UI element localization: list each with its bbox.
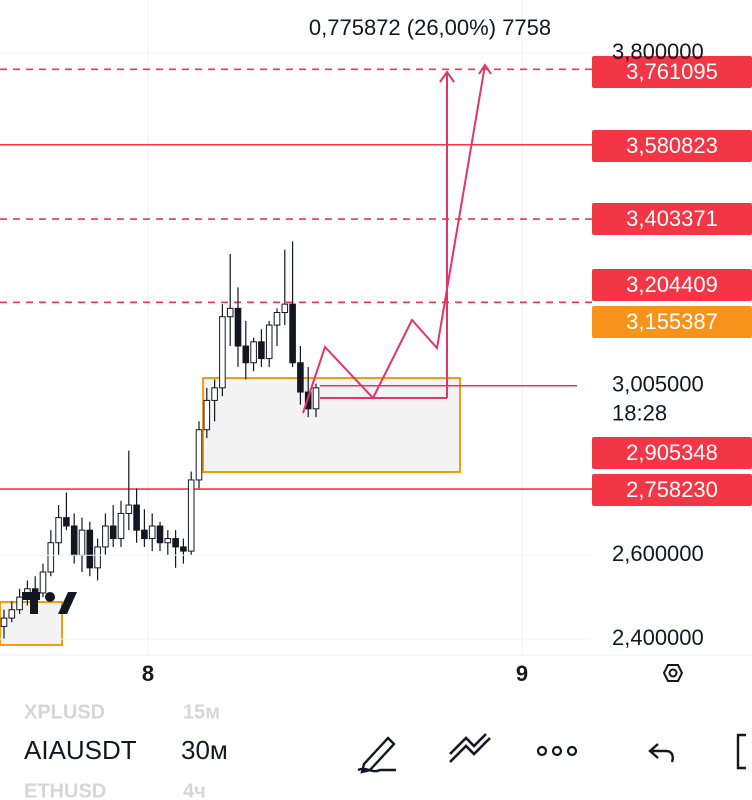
current-price-label: 3,005000 xyxy=(612,372,704,397)
level-label: 3,761095 xyxy=(626,59,718,84)
projection xyxy=(302,63,492,414)
candle-body xyxy=(39,571,47,594)
levels: 3,761095 3,580823 3,403371 3,204409 3,155387… xyxy=(0,56,752,506)
fullscreen-button[interactable] xyxy=(736,733,746,770)
x-tick-label: 8 xyxy=(142,661,154,686)
x-tick-label: 9 xyxy=(516,661,528,686)
undo-button[interactable] xyxy=(648,743,674,763)
settings-icon[interactable] xyxy=(662,664,684,682)
y-tick-label: 3,800000 xyxy=(612,39,704,64)
projection-path xyxy=(302,64,486,414)
level-label-box xyxy=(592,130,752,162)
candle-body xyxy=(16,596,23,611)
level-label: 3,155387 xyxy=(626,309,718,334)
candle-body xyxy=(172,538,179,548)
candles xyxy=(0,241,320,639)
level-label: 3,204409 xyxy=(626,272,718,297)
level-label-box xyxy=(592,306,752,338)
candle-body xyxy=(117,512,125,540)
candle-body xyxy=(265,324,273,360)
settings-icon[interactable] xyxy=(668,668,678,678)
logo-part xyxy=(30,592,38,614)
candle-body xyxy=(226,307,234,318)
candle-body xyxy=(63,517,70,527)
level-label-box xyxy=(592,203,752,235)
candle-body xyxy=(187,479,195,552)
interval-option[interactable]: 15м xyxy=(183,701,220,723)
candle-body xyxy=(195,429,203,481)
candle-body xyxy=(180,546,187,552)
candle-body xyxy=(148,525,156,540)
interval-current[interactable]: 30м xyxy=(181,735,228,765)
level-label: 2,905348 xyxy=(626,440,718,465)
candle-body xyxy=(94,546,101,569)
tradingview-logo xyxy=(22,592,77,614)
level-label: 2,758230 xyxy=(626,477,718,502)
toolbar: XPLUSD AIAUSDT ETHUSD 15м 30м 4ч xyxy=(24,701,746,800)
candle-body xyxy=(289,303,296,364)
draw-button[interactable] xyxy=(357,736,396,774)
candle-body xyxy=(219,316,226,389)
candle-body xyxy=(234,307,242,347)
price-axis: 3,800000 2,600000 2,400000 3,005000 18:28 xyxy=(0,39,704,650)
candle-body xyxy=(258,341,265,360)
candle-body xyxy=(55,517,62,544)
symbol-option[interactable]: XPLUSD xyxy=(24,701,105,723)
bar-timer: 18:28 xyxy=(612,401,667,426)
dot[interactable] xyxy=(566,745,578,757)
candle-body xyxy=(125,504,133,514)
settings-button[interactable] xyxy=(662,664,684,682)
range-box xyxy=(202,377,461,473)
symbol-option[interactable]: ETHUSD xyxy=(24,780,106,800)
candle-body xyxy=(70,525,78,556)
candle-body xyxy=(86,529,94,569)
candle-body xyxy=(8,609,16,619)
level-label-box xyxy=(592,437,752,469)
interval-option[interactable]: 4ч xyxy=(183,780,206,800)
candle-body xyxy=(250,341,257,364)
measure-label: 0,775872 (26,00%) 7758 xyxy=(309,15,551,40)
logo-part xyxy=(45,592,55,602)
dot[interactable] xyxy=(536,745,548,757)
candle-body xyxy=(109,525,117,540)
dot[interactable] xyxy=(551,745,563,757)
candle-body xyxy=(297,362,304,393)
candle-body xyxy=(203,399,211,431)
level-label-box xyxy=(592,56,752,88)
grid xyxy=(147,0,523,655)
candle-body xyxy=(0,617,8,627)
level-label-box xyxy=(592,474,752,506)
candle-body xyxy=(78,529,86,556)
level-label: 3,580823 xyxy=(626,133,718,158)
candle-body xyxy=(133,504,140,531)
candle-body xyxy=(156,525,164,544)
symbol-picker[interactable]: XPLUSD AIAUSDT ETHUSD xyxy=(24,701,137,800)
candle-body xyxy=(102,525,109,548)
trend-button[interactable] xyxy=(449,733,491,763)
level-label: 3,403371 xyxy=(626,206,718,231)
candle-body xyxy=(312,387,320,410)
level-label-box xyxy=(592,269,752,301)
candle-body xyxy=(211,387,218,401)
candle-body xyxy=(273,312,281,326)
symbol-current[interactable]: AIAUSDT xyxy=(24,735,137,765)
y-tick-label: 2,400000 xyxy=(612,625,704,650)
candle-body xyxy=(47,542,55,573)
y-tick-label: 2,600000 xyxy=(612,541,704,566)
candle-body xyxy=(141,529,148,540)
candle-body xyxy=(281,303,289,314)
arrowhead xyxy=(478,63,492,75)
candle-body xyxy=(164,538,172,544)
candle-body xyxy=(242,345,250,364)
arrowhead xyxy=(439,70,455,83)
logo-part xyxy=(58,592,77,614)
more-button[interactable] xyxy=(536,745,578,757)
